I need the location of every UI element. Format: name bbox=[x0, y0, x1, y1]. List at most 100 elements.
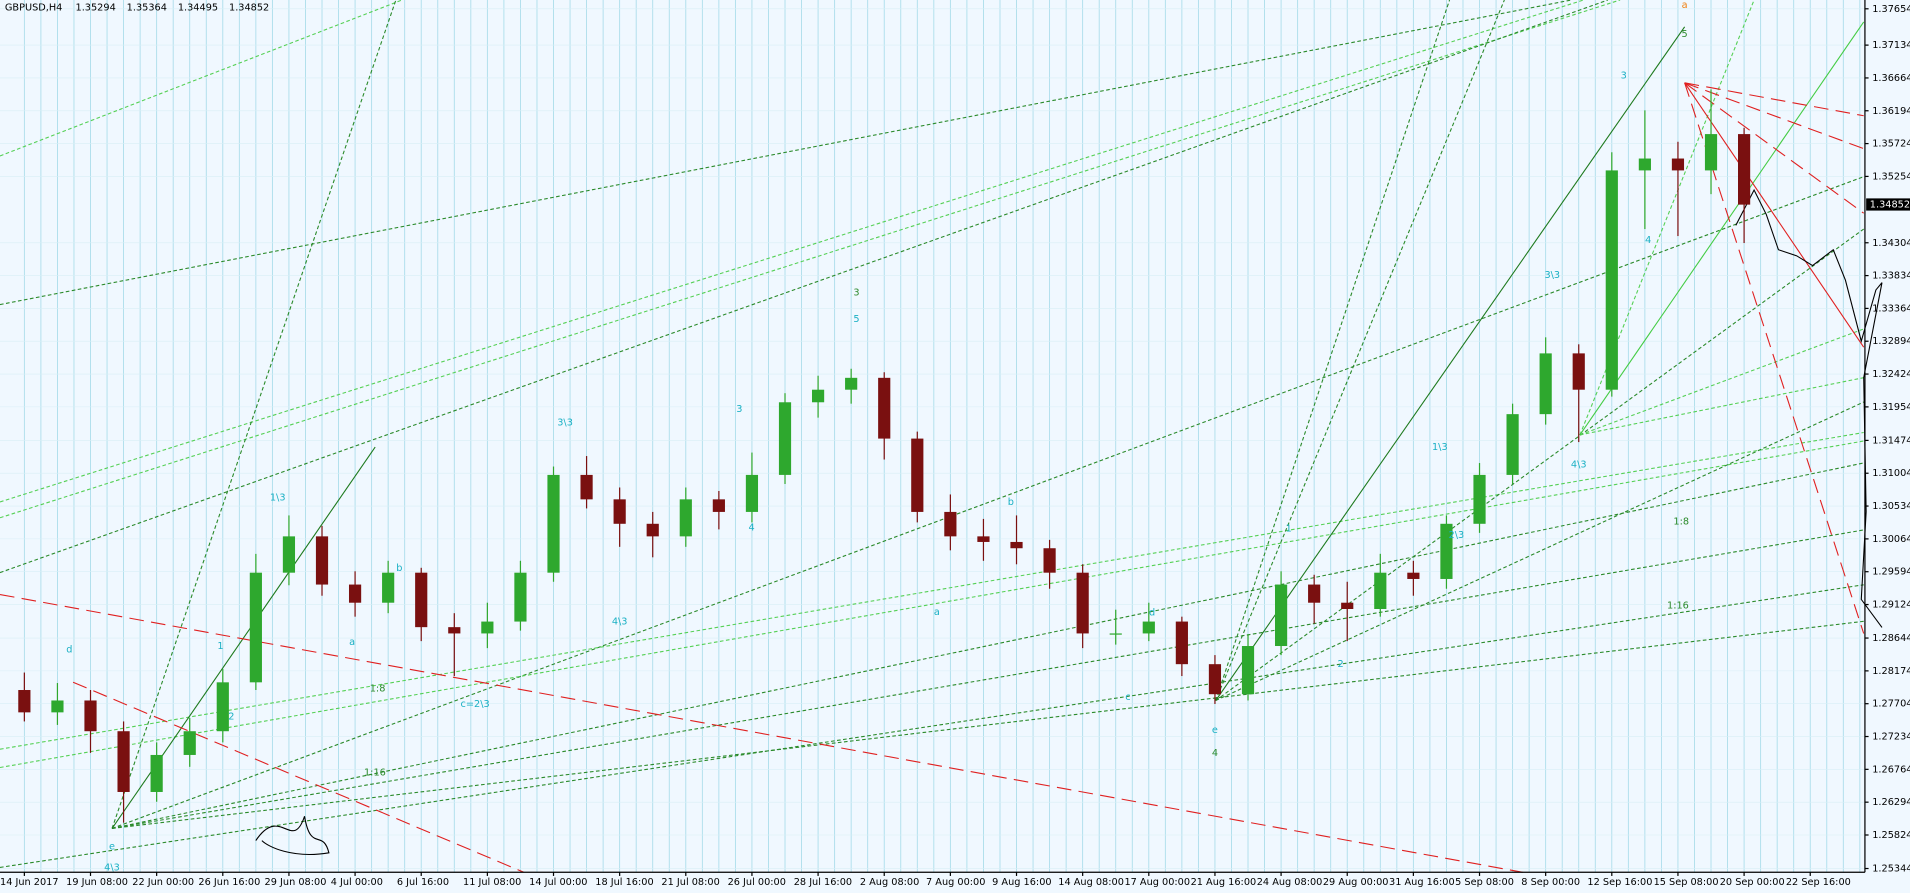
wave-label: 2\3 bbox=[1449, 530, 1465, 541]
trendline bbox=[0, 0, 1584, 503]
candle-body bbox=[1506, 414, 1519, 475]
candle-body bbox=[580, 474, 593, 500]
x-tick-label: 29 Jun 08:00 bbox=[265, 877, 327, 888]
wave-label: 1:16 bbox=[1667, 601, 1689, 612]
y-tick-label: 1.27234 bbox=[1872, 732, 1910, 743]
wave-label: c bbox=[1125, 692, 1130, 703]
wave-label: 5 bbox=[853, 314, 859, 325]
x-tick-label: 21 Jul 08:00 bbox=[661, 877, 719, 888]
y-tick-label: 1.37654 bbox=[1872, 4, 1910, 15]
trendline bbox=[0, 431, 1864, 750]
x-tick-label: 8 Sep 00:00 bbox=[1521, 877, 1580, 888]
wave-label: a bbox=[349, 637, 355, 648]
trendline bbox=[0, 440, 1864, 769]
candle-body bbox=[282, 536, 296, 573]
trendline bbox=[1579, 21, 1865, 436]
wave-label: 1 bbox=[217, 641, 223, 652]
x-tick-label: 29 Aug 00:00 bbox=[1323, 877, 1389, 888]
candle-body bbox=[348, 584, 362, 603]
candle-body bbox=[1341, 602, 1354, 609]
trendline bbox=[1215, 0, 1451, 701]
x-tick-label: 14 Aug 08:00 bbox=[1058, 877, 1124, 888]
candle-body bbox=[1671, 158, 1685, 171]
candle-body bbox=[249, 572, 262, 683]
y-tick-label: 1.28174 bbox=[1872, 666, 1910, 677]
y-tick-label: 1.27704 bbox=[1872, 699, 1910, 710]
candle-body bbox=[1704, 134, 1718, 171]
candle-body bbox=[1208, 664, 1222, 695]
axis-labels: 1.37654 1.37134 1.36664 1.36194 1.35724 1.352… bbox=[0, 4, 1910, 888]
candle-body bbox=[778, 402, 792, 475]
x-tick-label: 26 Jul 00:00 bbox=[728, 877, 786, 888]
x-tick-label: 6 Jul 16:00 bbox=[397, 877, 449, 888]
candle-body bbox=[1473, 474, 1486, 524]
candle-body bbox=[944, 511, 957, 537]
wave-label: 1:8 bbox=[370, 684, 386, 695]
x-tick-label: 5 Sep 08:00 bbox=[1455, 877, 1514, 888]
wave-label: 1 bbox=[1286, 524, 1292, 535]
trendline bbox=[0, 584, 1864, 868]
y-tick-label: 1.31954 bbox=[1872, 402, 1910, 413]
y-tick-label: 1.26764 bbox=[1872, 764, 1910, 775]
candle-body bbox=[514, 572, 527, 622]
title-value: 1.35364 bbox=[127, 2, 167, 13]
trendline bbox=[111, 176, 1864, 829]
candle-body bbox=[51, 700, 64, 713]
candle-body bbox=[382, 572, 395, 603]
candle-body bbox=[1738, 134, 1751, 205]
signature bbox=[255, 816, 330, 855]
y-tick-label: 1.28644 bbox=[1872, 633, 1910, 644]
y-tick-label: 1.25824 bbox=[1872, 830, 1910, 841]
candle-body bbox=[1605, 170, 1618, 390]
x-tick-label: 22 Sep 16:00 bbox=[1786, 877, 1851, 888]
y-tick-label: 1.29594 bbox=[1872, 567, 1910, 578]
annotations: 4\3 e d 1 2 1\3 a b c=2\3 3\3 4\3 3 4 3 5 a b c d e 4 1 2 1\3 2\… bbox=[66, 0, 1689, 873]
wave-label: 3 bbox=[853, 288, 859, 299]
candle-body bbox=[1274, 584, 1288, 647]
y-tick-label: 1.32424 bbox=[1872, 369, 1910, 380]
candle-body bbox=[1638, 158, 1651, 171]
x-tick-label: 17 Aug 00:00 bbox=[1124, 877, 1190, 888]
y-tick-label: 1.36664 bbox=[1872, 73, 1910, 84]
wave-label: d bbox=[1149, 607, 1155, 618]
wave-label: d bbox=[66, 645, 72, 656]
candle-body bbox=[1142, 621, 1155, 634]
y-tick-label: 1.30534 bbox=[1872, 501, 1910, 512]
title-value: 1.34495 bbox=[178, 2, 218, 13]
trendlines bbox=[0, 0, 1883, 873]
trendline bbox=[1215, 26, 1686, 701]
wave-label: 4\3 bbox=[104, 862, 120, 873]
x-tick-label: 14 Jul 00:00 bbox=[529, 877, 587, 888]
trendline bbox=[0, 0, 403, 157]
candle-body bbox=[150, 754, 163, 792]
candle-body bbox=[679, 499, 692, 537]
trendline bbox=[0, 0, 1609, 574]
candle-body bbox=[1407, 572, 1420, 579]
wave-label: 4 bbox=[749, 522, 755, 533]
candle-body bbox=[1010, 541, 1023, 549]
title-value: 1.34852 bbox=[229, 2, 269, 13]
candle-body bbox=[415, 572, 428, 628]
x-tick-label: 2 Aug 08:00 bbox=[860, 877, 919, 888]
wave-label: b bbox=[396, 563, 402, 574]
wave-label: 4 bbox=[1645, 235, 1651, 246]
wave-label: 1:16 bbox=[364, 767, 386, 778]
candle-body bbox=[712, 499, 725, 512]
wave-label: 2 bbox=[228, 712, 234, 723]
x-tick-label: 24 Aug 08:00 bbox=[1257, 877, 1323, 888]
x-tick-label: 14 Jun 2017 bbox=[0, 877, 59, 888]
wave-label: 3 bbox=[1621, 70, 1627, 81]
y-tick-label: 1.36194 bbox=[1872, 106, 1910, 117]
wave-label: b bbox=[1008, 497, 1014, 508]
wave-label: 1:8 bbox=[1673, 517, 1689, 528]
trendline bbox=[1579, 328, 1864, 436]
trendline bbox=[111, 529, 1864, 829]
candle-body bbox=[1175, 621, 1188, 665]
candle-body bbox=[1539, 353, 1552, 415]
wave-label: c=2\3 bbox=[461, 699, 490, 710]
candle-body bbox=[1076, 572, 1089, 634]
candle-body bbox=[1374, 572, 1387, 609]
candle-body bbox=[18, 690, 31, 713]
x-tick-label: 18 Jul 16:00 bbox=[595, 877, 653, 888]
